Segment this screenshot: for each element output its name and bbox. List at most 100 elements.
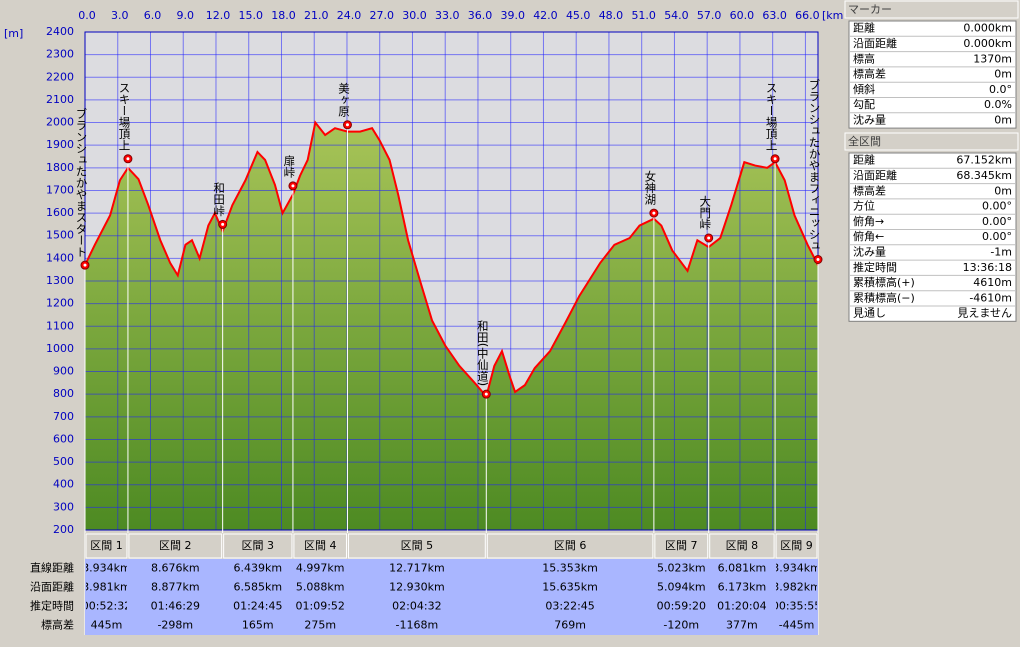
section-value: 275m (304, 619, 336, 632)
section-value: 3.982km (772, 581, 821, 594)
section-value: 00:52:32 (82, 600, 131, 613)
y-tick-label: 300 (53, 500, 74, 513)
row-label: 直線距離 (30, 561, 74, 575)
section-value: 15.353km (542, 562, 598, 575)
marker-dot-center (83, 263, 87, 267)
panel-label: 沿面距離 (853, 36, 897, 50)
marker-dot-center (652, 211, 656, 215)
marker-label: スキー場頂上 (765, 82, 779, 151)
section-value-cell: 275m (304, 619, 336, 632)
x-tick-label: 33.0 (435, 9, 460, 22)
panel-value: 4610m (973, 276, 1012, 289)
marker-dot-center (484, 392, 488, 396)
section-value-cell: 377m (726, 619, 758, 632)
section-value-cell: 6.081km (718, 562, 767, 575)
y-tick-label: 1500 (46, 229, 74, 242)
section-value: 6.439km (233, 562, 282, 575)
section-value: 4.997km (296, 562, 345, 575)
section-value: 01:20:04 (717, 600, 766, 613)
section-value-cell: 6.439km (233, 562, 282, 575)
section-header (85, 533, 128, 559)
y-tick-label: 200 (53, 523, 74, 536)
section-value-cell: -1168m (396, 619, 439, 632)
y-tick-label: 800 (53, 387, 74, 400)
panel-value: 13:36:18 (963, 261, 1012, 274)
section-name: 区間 9 (780, 539, 813, 552)
section-name: 区間 8 (726, 539, 759, 552)
panel-value: 67.152km (956, 154, 1012, 167)
elevation-area (85, 122, 818, 530)
section-value-cell: 6.173km (718, 581, 767, 594)
y-tick-label: 2200 (46, 70, 74, 83)
x-tick-label: 3.0 (111, 9, 129, 22)
x-tick-label: 51.0 (631, 9, 656, 22)
section-value: 445m (91, 619, 123, 632)
panel-title: マーカー (848, 3, 892, 16)
y-tick-label: 1200 (46, 297, 74, 310)
panel-label: 距離 (853, 153, 875, 167)
section-value-cell: 3.982km (772, 581, 821, 594)
section-value: -445m (779, 619, 815, 632)
y-tick-label: 2300 (46, 48, 74, 61)
panel-value: -1m (990, 245, 1012, 258)
panel-label: 沈み量 (853, 244, 886, 258)
panel-value: 68.345km (956, 169, 1012, 182)
section-name: 区間 2 (159, 539, 192, 552)
panel-value: -4610m (969, 291, 1012, 304)
panel-value: 0.0° (989, 83, 1012, 96)
y-tick-label: 1800 (46, 161, 74, 174)
section-value-cell: 00:59:20 (657, 600, 706, 613)
section-name-cell: 区間 3 (242, 539, 275, 552)
x-tick-label: 18.0 (271, 9, 296, 22)
panel-body (848, 152, 1017, 322)
section-value-cell: 15.635km (542, 581, 598, 594)
section-name: 区間 7 (665, 539, 698, 552)
section-value-cell: -298m (157, 619, 193, 632)
x-tick-label: 39.0 (500, 9, 525, 22)
panel-value: 0m (994, 184, 1012, 197)
x-tick-label: 45.0 (566, 9, 591, 22)
marker-dot-center (773, 157, 777, 161)
section-value: 3.934km (82, 562, 131, 575)
panel-label: 累積標高(−) (853, 290, 915, 304)
section-value-cell: 769m (554, 619, 586, 632)
y-tick-label: 1900 (46, 138, 74, 151)
y-tick-label: 2400 (46, 25, 74, 38)
section-name-cell: 区間 6 (554, 539, 587, 552)
y-tick-label: 1700 (46, 183, 74, 196)
y-tick-label: 600 (53, 432, 74, 445)
section-value: 01:24:45 (233, 600, 282, 613)
section-value: 3.934km (772, 562, 821, 575)
panel-label: 距離 (853, 21, 875, 35)
section-value: -120m (663, 619, 699, 632)
section-value-cell: -445m (779, 619, 815, 632)
section-name-cell: 区間 4 (304, 539, 337, 552)
x-tick-label: 36.0 (468, 9, 493, 22)
panel-label: 標高差 (853, 183, 886, 197)
section-value: 6.081km (718, 562, 767, 575)
section-value: -1168m (396, 619, 439, 632)
section-name: 区間 4 (304, 539, 337, 552)
panel-label: 傾斜 (853, 82, 875, 96)
section-value-cell: 12.930km (389, 581, 445, 594)
panel-value: 0.00° (982, 200, 1012, 213)
panel-title: 全区間 (848, 134, 881, 148)
section-name-cell: 区間 8 (726, 539, 759, 552)
section-value: 00:59:20 (657, 600, 706, 613)
section-value-cell: 00:52:32 (82, 600, 131, 613)
panel-label: 沈み量 (853, 112, 886, 126)
section-value-cell: 8.877km (151, 581, 200, 594)
section-value-cell: 4.997km (296, 562, 345, 575)
x-tick-label: 24.0 (337, 9, 362, 22)
x-tick-label: 48.0 (599, 9, 624, 22)
section-value-cell: 15.353km (542, 562, 598, 575)
section-value: 3.981km (82, 581, 131, 594)
x-tick-label: 12.0 (206, 9, 231, 22)
panel-body (848, 20, 1017, 129)
x-unit: [km] (822, 9, 848, 22)
marker-label: スキー場頂上 (117, 82, 131, 151)
marker-dot-center (816, 257, 820, 261)
section-value-cell: 5.094km (657, 581, 706, 594)
